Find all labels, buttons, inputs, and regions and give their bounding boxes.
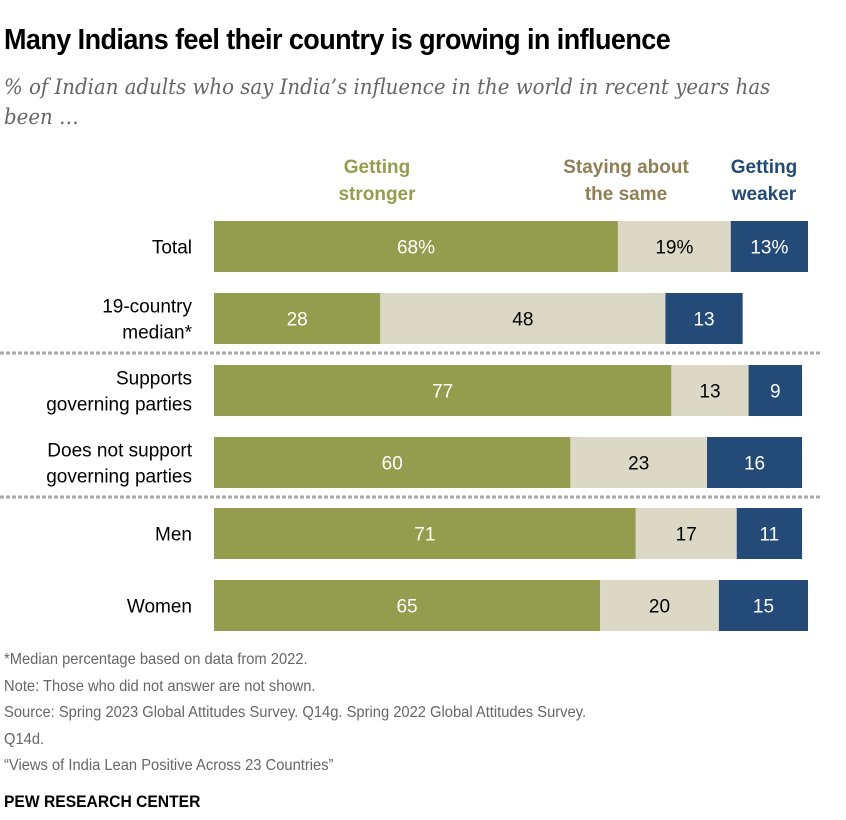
data-label: 17 [676, 525, 697, 546]
data-label: 71 [414, 525, 435, 546]
legend-label-2: Getting [731, 157, 798, 178]
bar-segment-getting-stronger [214, 580, 601, 631]
row-label: median* [122, 323, 192, 344]
bar-segment-getting-weaker [707, 437, 803, 488]
bar-segment-getting-weaker [718, 580, 808, 631]
row-label: governing parties [46, 467, 192, 488]
bar-segment-staying-about-the-same [635, 508, 737, 559]
data-label: 13% [750, 238, 788, 259]
data-label: 16 [744, 454, 765, 475]
data-label: 9 [770, 382, 781, 403]
note-source: Source: Spring 2023 Global Attitudes Sur… [4, 704, 587, 721]
row-label: Supports [116, 369, 192, 390]
data-label: 13 [693, 310, 714, 331]
bar-segment-staying-about-the-same [380, 293, 666, 344]
bar-segment-getting-weaker [665, 293, 743, 344]
data-label: 68% [397, 238, 435, 259]
legend-label-1: the same [585, 184, 667, 205]
data-label: 48 [512, 310, 533, 331]
row-label: Total [152, 238, 192, 259]
data-label: 13 [699, 382, 720, 403]
note-source-cont: Q14d. [4, 730, 45, 748]
data-label: 65 [396, 597, 417, 618]
note-no-answer: Note: Those who did not answer are not s… [4, 677, 316, 695]
pew-logo-text: PEW RESEARCH CENTER [4, 792, 201, 811]
data-label: 20 [649, 597, 670, 618]
row-label: governing parties [46, 395, 192, 416]
legend-label-2: weaker [731, 184, 797, 205]
chart-title: Many Indians feel their country is growi… [4, 24, 671, 56]
data-label: 11 [760, 525, 780, 546]
bar-segment-staying-about-the-same [617, 221, 731, 272]
legend-label-0: stronger [338, 184, 416, 205]
bar-segment-getting-stronger [214, 293, 381, 344]
bar-segment-getting-weaker [748, 365, 803, 416]
bar-segment-getting-stronger [214, 221, 618, 272]
bar-segment-getting-stronger [214, 508, 636, 559]
legend-label-0: Getting [344, 157, 411, 178]
data-label: 77 [432, 382, 453, 403]
data-label: 60 [382, 454, 403, 475]
data-label: 19% [655, 238, 693, 259]
bar-segment-getting-weaker [730, 221, 808, 272]
chart-notes: *Median percentage based on data from 20… [4, 647, 814, 780]
bar-segment-getting-stronger [214, 365, 672, 416]
legend-label-1: Staying about [563, 157, 689, 178]
row-label: 19-country [102, 297, 192, 318]
data-label: 15 [753, 597, 774, 618]
bar-segment-staying-about-the-same [600, 580, 719, 631]
note-median: *Median percentage based on data from 20… [4, 651, 308, 668]
data-label: 28 [287, 310, 308, 331]
stacked-bar-chart: Getting stronger Staying about the same Gett… [0, 157, 822, 631]
row-label: Does not support [47, 441, 192, 462]
bar-segment-staying-about-the-same [570, 437, 708, 488]
bar-segment-staying-about-the-same [671, 365, 749, 416]
bar-segment-getting-weaker [736, 508, 803, 559]
row-label: Women [127, 597, 192, 618]
chart-subtitle: % of Indian adults who say India’s influ… [4, 75, 771, 129]
data-label: 23 [628, 454, 649, 475]
bar-segment-getting-stronger [214, 437, 571, 488]
row-label: Men [155, 525, 192, 546]
note-report-title: “Views of India Lean Positive Across 23 … [4, 757, 334, 774]
